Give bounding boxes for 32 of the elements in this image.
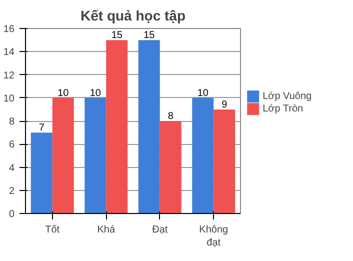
y-tick-label: 14 xyxy=(3,47,15,58)
bar xyxy=(30,132,52,214)
data-label: 10 xyxy=(58,88,70,99)
legend-label: Lớp Vuông xyxy=(262,91,312,102)
data-label: 10 xyxy=(90,88,102,99)
bar xyxy=(160,121,182,214)
bar xyxy=(214,109,236,214)
bar xyxy=(138,40,160,214)
data-label: 9 xyxy=(222,99,228,110)
bar xyxy=(192,98,214,214)
legend-label: Lớp Tròn xyxy=(262,104,304,115)
chart-title: Kết quả học tập xyxy=(80,8,186,24)
data-label: 10 xyxy=(197,88,209,99)
data-label: 8 xyxy=(168,111,174,122)
y-tick-label: 6 xyxy=(8,140,15,151)
bar xyxy=(52,98,74,214)
y-tick-label: 0 xyxy=(8,209,15,220)
data-label: 7 xyxy=(38,122,45,134)
y-tick-label: 10 xyxy=(3,93,15,104)
y-tick-label: 8 xyxy=(8,116,15,128)
x-tick-label: Không đạt xyxy=(199,224,228,249)
bar xyxy=(106,40,128,214)
data-label: 15 xyxy=(144,30,156,42)
x-tick-label: Đạt xyxy=(152,224,168,236)
x-tick-label: Khá xyxy=(97,224,116,236)
bar xyxy=(84,98,106,214)
y-tick-label: 2 xyxy=(8,186,15,197)
y-tick-label: 12 xyxy=(3,70,15,82)
y-tick-label: 16 xyxy=(3,24,15,35)
x-tick-label: Tốt xyxy=(45,224,60,236)
data-label: 15 xyxy=(111,30,123,42)
y-tick-label: 4 xyxy=(8,162,15,174)
